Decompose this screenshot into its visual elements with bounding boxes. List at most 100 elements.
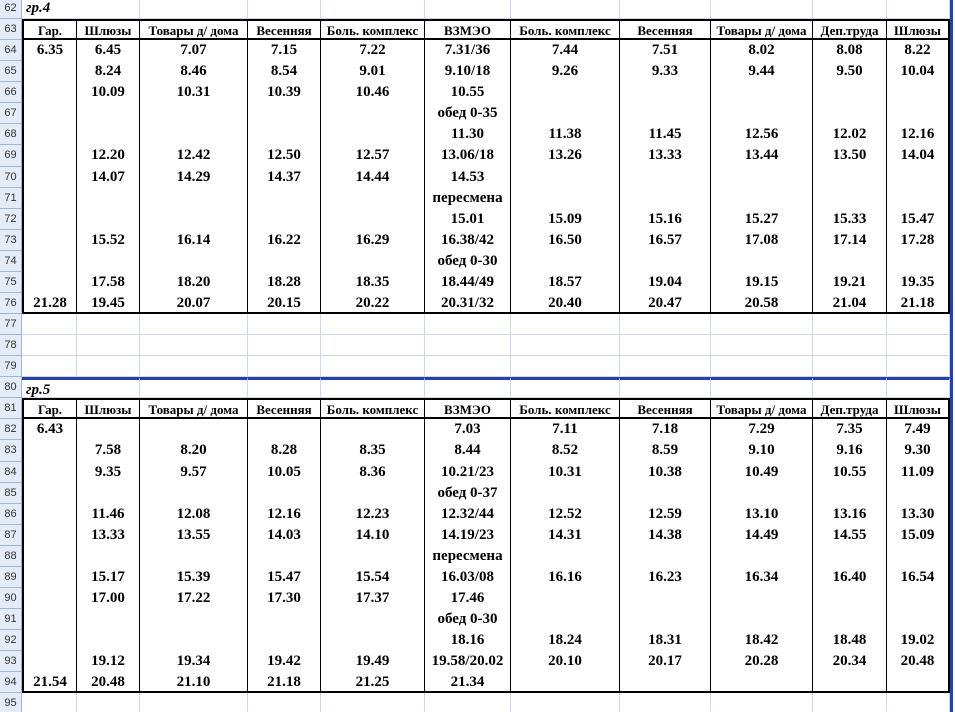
cell: 18.48 bbox=[813, 630, 887, 652]
cell bbox=[511, 356, 620, 378]
cell: 12.59 bbox=[620, 503, 711, 525]
cell: 20.48 bbox=[77, 672, 140, 694]
cell: 7.51 bbox=[620, 40, 711, 62]
cell: 9.35 bbox=[77, 461, 140, 483]
cell bbox=[248, 630, 321, 652]
cell: 15.52 bbox=[77, 229, 140, 251]
cell bbox=[711, 609, 813, 631]
cell: 21.54 bbox=[22, 672, 77, 694]
cell: 12.56 bbox=[711, 124, 813, 146]
section-label bbox=[248, 0, 321, 20]
cell: 12.42 bbox=[140, 145, 248, 167]
cell: 16.16 bbox=[511, 566, 620, 588]
cell: 17.46 bbox=[425, 587, 511, 610]
cell bbox=[248, 124, 321, 146]
cell bbox=[321, 356, 425, 378]
cell bbox=[140, 693, 248, 712]
cell: 15.09 bbox=[511, 208, 620, 230]
cell bbox=[77, 124, 140, 146]
cell bbox=[813, 609, 887, 631]
cell bbox=[321, 482, 425, 504]
cell: 19.58/20.02 bbox=[425, 651, 511, 673]
cell bbox=[711, 545, 813, 567]
cell bbox=[511, 545, 620, 567]
cell bbox=[711, 693, 813, 712]
column-header: Гар. bbox=[22, 398, 77, 420]
cell bbox=[620, 356, 711, 378]
section-label bbox=[140, 377, 248, 399]
cell: 10.46 bbox=[321, 82, 425, 104]
cell bbox=[620, 587, 711, 610]
cell: 17.00 bbox=[77, 587, 140, 610]
cell: 10.55 bbox=[813, 461, 887, 483]
cell: 13.16 bbox=[813, 503, 887, 525]
cell: 7.58 bbox=[77, 440, 140, 462]
cell: 20.22 bbox=[321, 292, 425, 315]
cell bbox=[248, 419, 321, 441]
cell: 21.18 bbox=[248, 672, 321, 694]
cell: 21.04 bbox=[813, 292, 887, 315]
cell bbox=[248, 335, 321, 357]
cell: 18.57 bbox=[511, 271, 620, 293]
cell bbox=[77, 630, 140, 652]
cell: 12.23 bbox=[321, 503, 425, 525]
cell bbox=[887, 314, 950, 336]
cell: 8.36 bbox=[321, 461, 425, 483]
cell: 12.32/44 bbox=[425, 503, 511, 525]
cell bbox=[22, 587, 77, 610]
row-header: 63 bbox=[0, 19, 22, 41]
cell bbox=[22, 482, 77, 504]
cell bbox=[887, 672, 950, 694]
cell: обед 0-35 bbox=[425, 103, 511, 125]
cell bbox=[77, 103, 140, 125]
cell bbox=[711, 250, 813, 272]
cell bbox=[511, 103, 620, 125]
row-header: 62 bbox=[0, 0, 22, 20]
cell bbox=[22, 461, 77, 483]
cell: 15.27 bbox=[711, 208, 813, 230]
cell: 16.23 bbox=[620, 566, 711, 588]
cell: 10.31 bbox=[511, 461, 620, 483]
cell: 13.55 bbox=[140, 524, 248, 546]
section-label bbox=[425, 377, 511, 399]
cell bbox=[140, 356, 248, 378]
cell bbox=[511, 482, 620, 504]
cell: 14.55 bbox=[813, 524, 887, 546]
cell bbox=[77, 609, 140, 631]
section-label bbox=[887, 0, 950, 20]
cell bbox=[77, 335, 140, 357]
cell bbox=[813, 693, 887, 712]
cell bbox=[77, 482, 140, 504]
cell: 9.10/18 bbox=[425, 61, 511, 83]
column-header: Деп.труда bbox=[813, 19, 887, 41]
cell bbox=[248, 208, 321, 230]
cell: 15.54 bbox=[321, 566, 425, 588]
cell bbox=[321, 419, 425, 441]
cell: 11.38 bbox=[511, 124, 620, 146]
row-header: 82 bbox=[0, 419, 22, 441]
cell bbox=[77, 693, 140, 712]
cell bbox=[22, 440, 77, 462]
cell: 15.47 bbox=[887, 208, 950, 230]
cell: 7.29 bbox=[711, 419, 813, 441]
section-label: гр.5 bbox=[22, 377, 77, 399]
row-header: 93 bbox=[0, 651, 22, 673]
cell bbox=[321, 335, 425, 357]
section-label bbox=[813, 377, 887, 399]
cell bbox=[140, 314, 248, 336]
cell bbox=[511, 609, 620, 631]
section-label bbox=[620, 377, 711, 399]
column-header: Боль. комплекс bbox=[321, 19, 425, 41]
cell bbox=[22, 503, 77, 525]
cell: 14.49 bbox=[711, 524, 813, 546]
cell: 10.55 bbox=[425, 82, 511, 104]
cell: 17.22 bbox=[140, 587, 248, 610]
cell: обед 0-30 bbox=[425, 609, 511, 631]
row-header: 70 bbox=[0, 166, 22, 188]
cell bbox=[140, 124, 248, 146]
row-header: 68 bbox=[0, 124, 22, 146]
cell: 20.31/32 bbox=[425, 292, 511, 315]
column-header: Гар. bbox=[22, 19, 77, 41]
cell: 18.31 bbox=[620, 630, 711, 652]
